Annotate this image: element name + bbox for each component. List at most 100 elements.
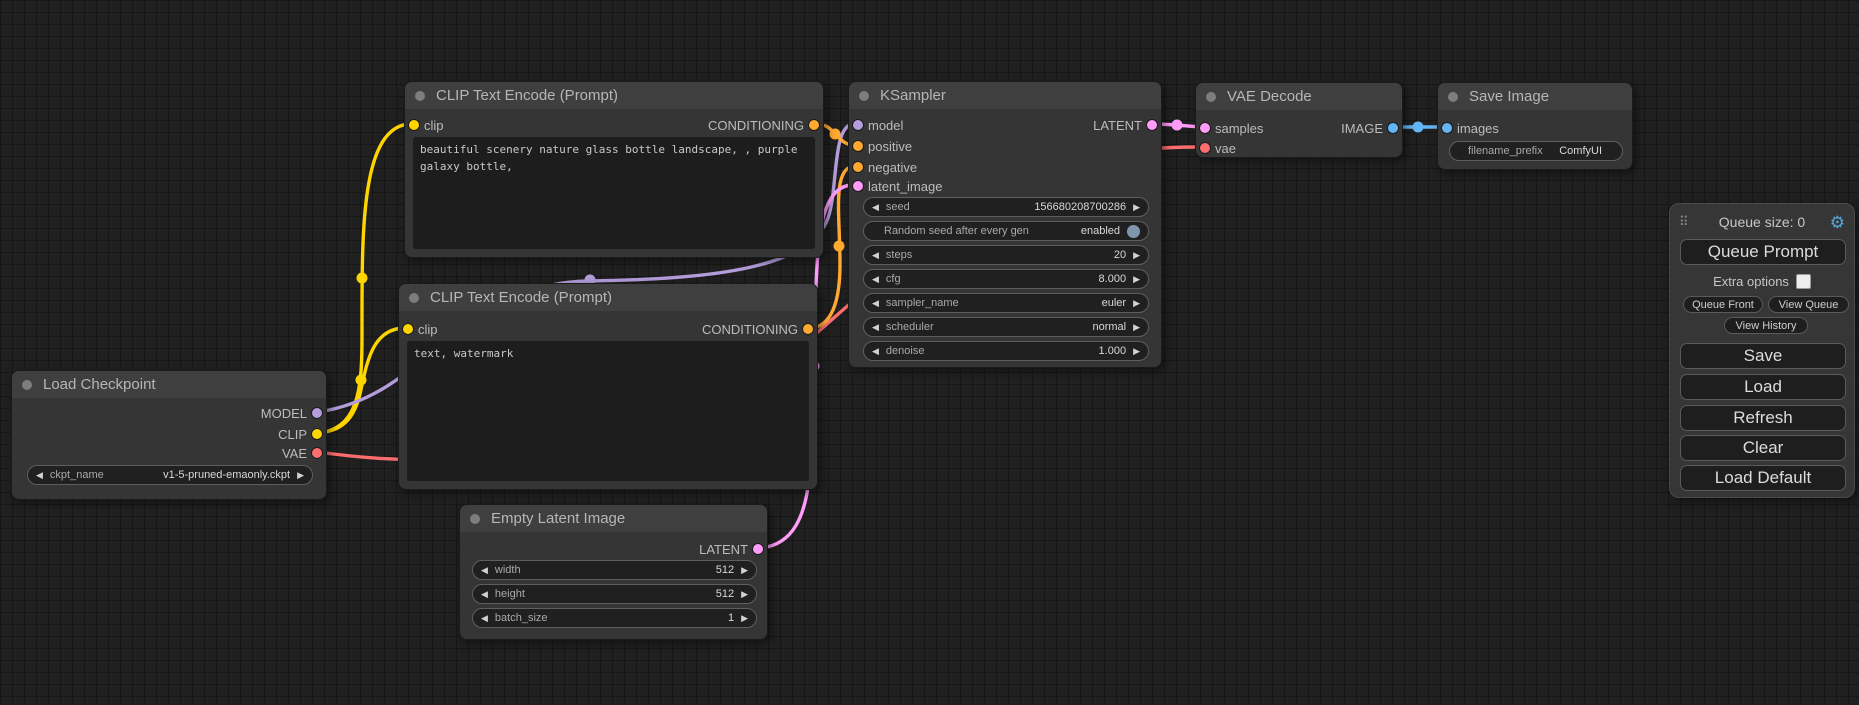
drag-handle-icon[interactable]: ⠿ — [1679, 214, 1689, 229]
collapse-dot-icon[interactable] — [22, 379, 32, 390]
decrement-arrow-icon[interactable]: ◀ — [36, 469, 43, 480]
samples-input-port[interactable] — [1200, 123, 1210, 133]
node-empty-latent-image[interactable]: Empty Latent Image LATENT ◀ width 512 ▶ … — [459, 504, 768, 640]
decrement-arrow-icon[interactable]: ◀ — [481, 588, 488, 599]
negative-prompt-textarea[interactable]: text, watermark — [407, 341, 809, 481]
save-button[interactable]: Save — [1680, 343, 1846, 369]
decrement-arrow-icon[interactable]: ◀ — [872, 297, 879, 308]
extra-options-checkbox[interactable] — [1795, 274, 1811, 289]
positive-prompt-textarea[interactable]: beautiful scenery nature glass bottle la… — [413, 137, 815, 249]
collapse-dot-icon[interactable] — [1448, 91, 1458, 102]
clip-output-port[interactable] — [312, 429, 322, 439]
increment-arrow-icon[interactable]: ▶ — [297, 469, 304, 480]
collapse-dot-icon[interactable] — [409, 292, 419, 303]
conditioning-wire-negative — [807, 164, 855, 330]
widget-batch-size[interactable]: ◀ batch_size 1 ▶ — [472, 608, 757, 628]
widget-sampler-name[interactable]: ◀ sampler_name euler ▶ — [863, 293, 1149, 313]
refresh-button[interactable]: Refresh — [1680, 405, 1846, 431]
widget-filename-prefix[interactable]: filename_prefix ComfyUI — [1449, 141, 1623, 161]
output-slot-latent: LATENT — [699, 539, 767, 559]
negative-input-port[interactable] — [853, 162, 863, 172]
widget-ckpt-name[interactable]: ◀ ckpt_name v1-5-pruned-emaonly.ckpt ▶ — [27, 465, 313, 485]
widget-height[interactable]: ◀ height 512 ▶ — [472, 584, 757, 604]
increment-arrow-icon[interactable]: ▶ — [741, 564, 748, 575]
clip-input-port[interactable] — [403, 324, 413, 334]
node-load-checkpoint[interactable]: Load Checkpoint MODEL CLIP VAE ◀ ckpt_na… — [11, 370, 327, 500]
input-slot-vae: vae — [1196, 138, 1236, 158]
clip-wire-positive — [316, 122, 411, 435]
widget-random-seed-toggle[interactable]: Random seed after every gen enabled — [863, 221, 1149, 241]
decrement-arrow-icon[interactable]: ◀ — [872, 345, 879, 356]
increment-arrow-icon[interactable]: ▶ — [1133, 249, 1140, 260]
decrement-arrow-icon[interactable]: ◀ — [872, 321, 879, 332]
increment-arrow-icon[interactable]: ▶ — [1133, 345, 1140, 356]
input-slot-samples: samples — [1196, 118, 1263, 138]
node-title-bar[interactable]: Load Checkpoint — [12, 371, 326, 398]
link-midpoint-dot — [833, 240, 845, 252]
gear-icon[interactable]: ⚙ — [1829, 212, 1845, 232]
widget-steps[interactable]: ◀ steps 20 ▶ — [863, 245, 1149, 265]
node-title-bar[interactable]: VAE Decode — [1196, 83, 1402, 110]
node-clip-text-encode-positive[interactable]: CLIP Text Encode (Prompt) clip CONDITION… — [404, 81, 824, 258]
output-slot-model: MODEL — [261, 403, 326, 423]
increment-arrow-icon[interactable]: ▶ — [1133, 297, 1140, 308]
decrement-arrow-icon[interactable]: ◀ — [872, 201, 879, 212]
widget-denoise[interactable]: ◀ denoise 1.000 ▶ — [863, 341, 1149, 361]
widget-cfg[interactable]: ◀ cfg 8.000 ▶ — [863, 269, 1149, 289]
node-ksampler[interactable]: KSampler model positive negative latent_… — [848, 81, 1162, 368]
decrement-arrow-icon[interactable]: ◀ — [872, 273, 879, 284]
widget-width[interactable]: ◀ width 512 ▶ — [472, 560, 757, 580]
node-clip-text-encode-negative[interactable]: CLIP Text Encode (Prompt) clip CONDITION… — [398, 283, 818, 490]
load-default-button[interactable]: Load Default — [1680, 465, 1846, 491]
clip-input-port[interactable] — [409, 120, 419, 130]
collapse-dot-icon[interactable] — [415, 90, 425, 101]
latent-image-input-port[interactable] — [853, 181, 863, 191]
input-slot-images: images — [1438, 118, 1499, 138]
node-save-image[interactable]: Save Image images filename_prefix ComfyU… — [1437, 82, 1633, 170]
node-vae-decode[interactable]: VAE Decode samples vae IMAGE — [1195, 82, 1403, 158]
vae-input-port[interactable] — [1200, 143, 1210, 153]
node-title: Load Checkpoint — [43, 376, 156, 393]
node-title-bar[interactable]: Save Image — [1438, 83, 1632, 110]
increment-arrow-icon[interactable]: ▶ — [1133, 273, 1140, 284]
decrement-arrow-icon[interactable]: ◀ — [872, 249, 879, 260]
input-slot-clip: clip — [399, 319, 438, 339]
queue-front-button[interactable]: Queue Front — [1683, 296, 1763, 313]
collapse-dot-icon[interactable] — [470, 513, 480, 524]
widget-scheduler[interactable]: ◀ scheduler normal ▶ — [863, 317, 1149, 337]
latent-output-port[interactable] — [753, 544, 763, 554]
node-title-bar[interactable]: CLIP Text Encode (Prompt) — [405, 82, 823, 109]
conditioning-output-port[interactable] — [809, 120, 819, 130]
latent-output-port[interactable] — [1147, 120, 1157, 130]
clear-button[interactable]: Clear — [1680, 435, 1846, 461]
conditioning-output-port[interactable] — [803, 324, 813, 334]
node-title-bar[interactable]: KSampler — [849, 82, 1161, 109]
load-button[interactable]: Load — [1680, 374, 1846, 400]
widget-seed[interactable]: ◀ seed 156680208700286 ▶ — [863, 197, 1149, 217]
node-title-bar[interactable]: Empty Latent Image — [460, 505, 767, 532]
view-queue-button[interactable]: View Queue — [1768, 296, 1849, 313]
link-midpoint-dot — [584, 274, 596, 286]
link-midpoint-dot — [1171, 119, 1183, 131]
positive-input-port[interactable] — [853, 141, 863, 151]
vae-output-port[interactable] — [312, 448, 322, 458]
decrement-arrow-icon[interactable]: ◀ — [481, 564, 488, 575]
collapse-dot-icon[interactable] — [1206, 91, 1216, 102]
decrement-arrow-icon[interactable]: ◀ — [481, 612, 488, 623]
increment-arrow-icon[interactable]: ▶ — [1133, 321, 1140, 332]
model-output-port[interactable] — [312, 408, 322, 418]
increment-arrow-icon[interactable]: ▶ — [1133, 201, 1140, 212]
image-output-port[interactable] — [1388, 123, 1398, 133]
increment-arrow-icon[interactable]: ▶ — [741, 612, 748, 623]
toggle-indicator[interactable] — [1127, 224, 1140, 238]
images-input-port[interactable] — [1442, 123, 1452, 133]
node-title-bar[interactable]: CLIP Text Encode (Prompt) — [399, 284, 817, 311]
increment-arrow-icon[interactable]: ▶ — [741, 588, 748, 599]
view-history-button[interactable]: View History — [1724, 317, 1808, 334]
queue-prompt-button[interactable]: Queue Prompt — [1680, 239, 1846, 265]
output-slot-clip: CLIP — [278, 424, 326, 444]
model-input-port[interactable] — [853, 120, 863, 130]
collapse-dot-icon[interactable] — [859, 90, 869, 101]
input-slot-clip: clip — [405, 115, 444, 135]
